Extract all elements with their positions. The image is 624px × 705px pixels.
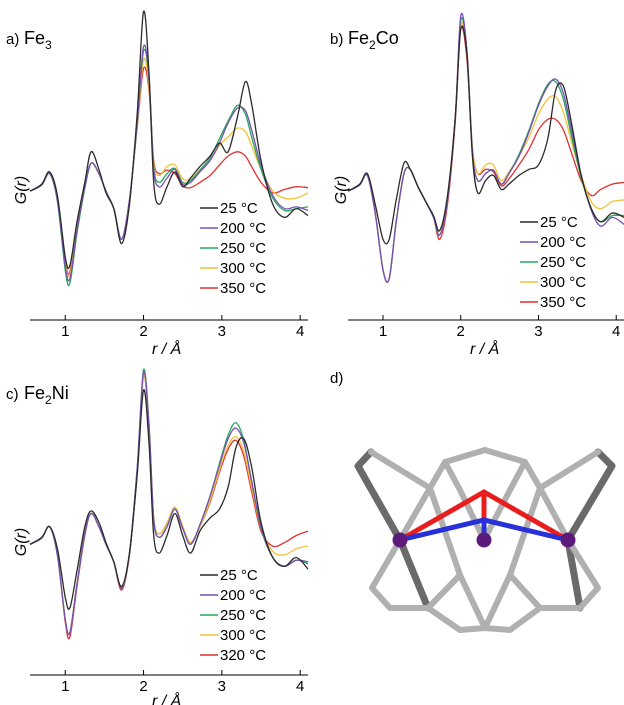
panel-c-tick-label-1: 2 bbox=[139, 678, 147, 695]
panel-b-tick-label-3: 4 bbox=[612, 323, 620, 340]
frame-bottom-inner bbox=[457, 572, 513, 631]
panel-c-tick-label-3: 4 bbox=[296, 678, 304, 695]
panel-c-xlabel: r / Å bbox=[152, 691, 181, 705]
panel-b-tick-label-2: 3 bbox=[534, 323, 542, 340]
panel-c-series-line-0 bbox=[29, 389, 309, 610]
panel-b-legend-label-1: 200 °C bbox=[540, 234, 586, 251]
panel-b-legend-label-0: 25 °C bbox=[540, 214, 578, 231]
panel-b-chart: b) Fe2Co 1 2 3 4 r / Å G(r) 25 °C 200 °C 250 … bbox=[330, 12, 624, 358]
panel-a-x-ticks: 1 2 3 4 bbox=[61, 315, 304, 340]
panel-c-title: Fe2Ni bbox=[24, 383, 69, 407]
panel-a-letter: a) bbox=[6, 31, 19, 48]
panel-b-legend-label-4: 350 °C bbox=[540, 294, 586, 311]
panel-c-chart: c) Fe2Ni 1 2 3 4 r / Å G(r) 25 °C 200 °C 250 … bbox=[6, 368, 309, 705]
panel-a-xlabel: r / Å bbox=[152, 339, 181, 358]
panel-c-legend: 25 °C 200 °C 250 °C 300 °C 320 °C bbox=[200, 567, 266, 664]
panel-a-legend-label-1: 200 °C bbox=[220, 220, 266, 237]
panel-a-legend: 25 °C 200 °C 250 °C 300 °C 350 °C bbox=[200, 200, 266, 297]
panel-c-ylabel: G(r) bbox=[13, 528, 30, 556]
panel-a-series-line-2 bbox=[29, 48, 309, 287]
panel-a-tick-label-1: 2 bbox=[139, 323, 147, 340]
panel-b-tick-label-1: 2 bbox=[457, 323, 465, 340]
panel-a-chart: a) Fe3 1 2 3 4 r / Å G(r) 25 °C 200 °C 250 °C… bbox=[6, 10, 309, 358]
panel-c-legend-label-1: 200 °C bbox=[220, 587, 266, 604]
panel-c-series-line-2 bbox=[29, 368, 309, 636]
frame-top-arch bbox=[427, 447, 543, 491]
panel-d-letter: d) bbox=[330, 370, 343, 387]
panel-c-legend-label-3: 300 °C bbox=[220, 627, 266, 644]
panel-a-series-line-4 bbox=[29, 66, 309, 275]
panel-a-tick-label-2: 3 bbox=[218, 323, 226, 340]
panel-c-letter: c) bbox=[6, 386, 19, 403]
metal-atom-left bbox=[392, 532, 408, 548]
panel-c-legend-label-0: 25 °C bbox=[220, 567, 258, 584]
frame-left-outer bbox=[354, 448, 432, 612]
panel-c-tick-label-0: 1 bbox=[61, 678, 69, 695]
panel-c-tick-label-2: 3 bbox=[218, 678, 226, 695]
panel-b-legend-label-2: 250 °C bbox=[540, 254, 586, 271]
panel-a-ylabel: G(r) bbox=[13, 176, 30, 204]
panel-a-legend-label-4: 350 °C bbox=[220, 280, 266, 297]
panel-a-tick-label-3: 4 bbox=[296, 323, 304, 340]
panel-a-series-line-3 bbox=[29, 57, 309, 278]
panel-a-series bbox=[29, 10, 309, 287]
panel-a-legend-label-3: 300 °C bbox=[220, 260, 266, 277]
metal-atom-center bbox=[476, 532, 492, 548]
panel-b-legend: 25 °C 200 °C 250 °C 300 °C 350 °C bbox=[520, 214, 586, 311]
panel-a-legend-label-2: 250 °C bbox=[220, 240, 266, 257]
panel-b-x-ticks: 1 2 3 4 bbox=[379, 315, 620, 340]
panel-a-legend-label-0: 25 °C bbox=[220, 200, 258, 217]
panel-d-structure: d) bbox=[330, 370, 616, 633]
metal-atom-right bbox=[560, 532, 576, 548]
panel-b-series-line-0 bbox=[347, 25, 624, 245]
panel-b-ylabel: G(r) bbox=[333, 176, 350, 204]
frame-right-outer bbox=[564, 448, 616, 612]
panel-c-series-line-1 bbox=[29, 371, 309, 636]
frame-right-lower bbox=[507, 537, 601, 611]
panel-b-title: Fe2Co bbox=[348, 28, 399, 52]
panel-a-series-line-1 bbox=[29, 44, 309, 282]
cage-framework bbox=[354, 447, 616, 633]
panel-b-tick-label-0: 1 bbox=[379, 323, 387, 340]
panel-a-title: Fe3 bbox=[24, 28, 52, 52]
panel-a-series-line-0 bbox=[29, 10, 309, 270]
panel-b-letter: b) bbox=[330, 31, 343, 48]
panel-c-series bbox=[29, 368, 309, 640]
panel-c-legend-label-4: 320 °C bbox=[220, 647, 266, 664]
panel-b-series bbox=[347, 12, 624, 283]
panel-c-legend-label-2: 250 °C bbox=[220, 607, 266, 624]
panel-a-tick-label-0: 1 bbox=[61, 323, 69, 340]
panel-b-xlabel: r / Å bbox=[470, 339, 499, 358]
frame-left-lower bbox=[369, 537, 463, 611]
panel-c-x-ticks: 1 2 3 4 bbox=[61, 670, 304, 695]
panel-c-series-line-3 bbox=[29, 373, 309, 636]
frame-bottom-arch bbox=[425, 605, 543, 633]
panel-b-legend-label-3: 300 °C bbox=[540, 274, 586, 291]
